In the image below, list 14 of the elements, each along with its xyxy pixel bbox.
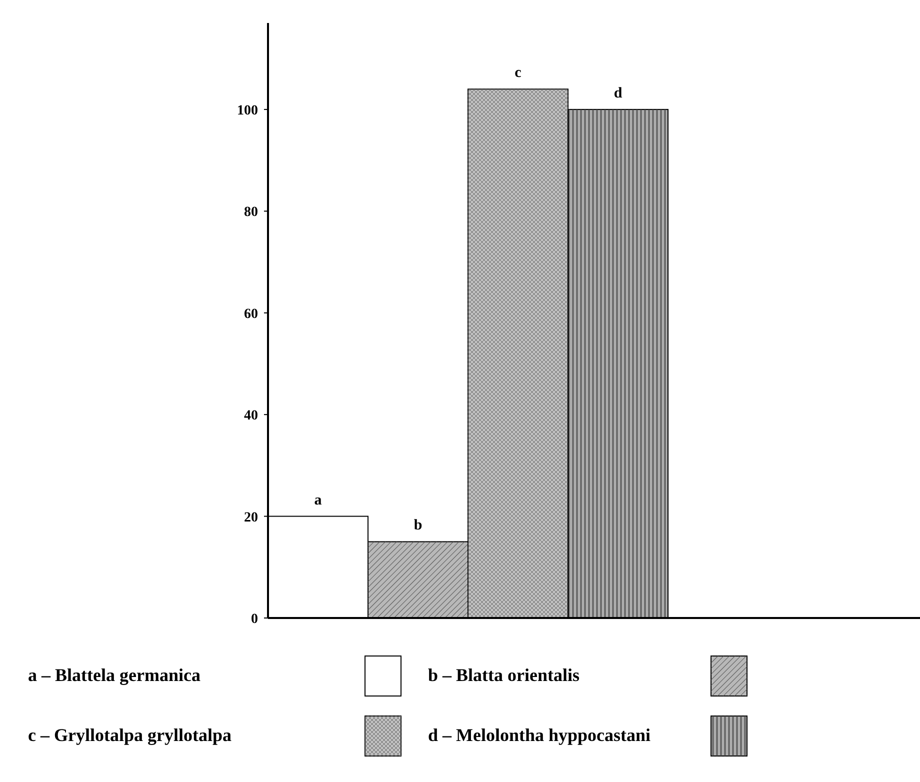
y-tick-label: 20	[244, 510, 258, 526]
y-tick-label: 60	[244, 306, 258, 322]
text: d – Melolontha hyppocastani	[428, 725, 651, 745]
text: c – Gryllotalpa gryllotalpa	[28, 725, 232, 745]
x-tick-label: a	[314, 492, 322, 508]
y-tick-label: 0	[251, 612, 258, 627]
text: b – Blatta orientalis	[428, 665, 580, 685]
x-tick-label: d	[614, 85, 623, 102]
text: a – Blattela germanica	[28, 665, 200, 685]
y-tick-label: 80	[244, 205, 258, 220]
y-tick-label: 40	[244, 408, 258, 424]
x-tick-label: b	[414, 518, 422, 534]
x-tick-label: c	[514, 65, 522, 82]
y-tick-label: 100	[237, 103, 258, 118]
